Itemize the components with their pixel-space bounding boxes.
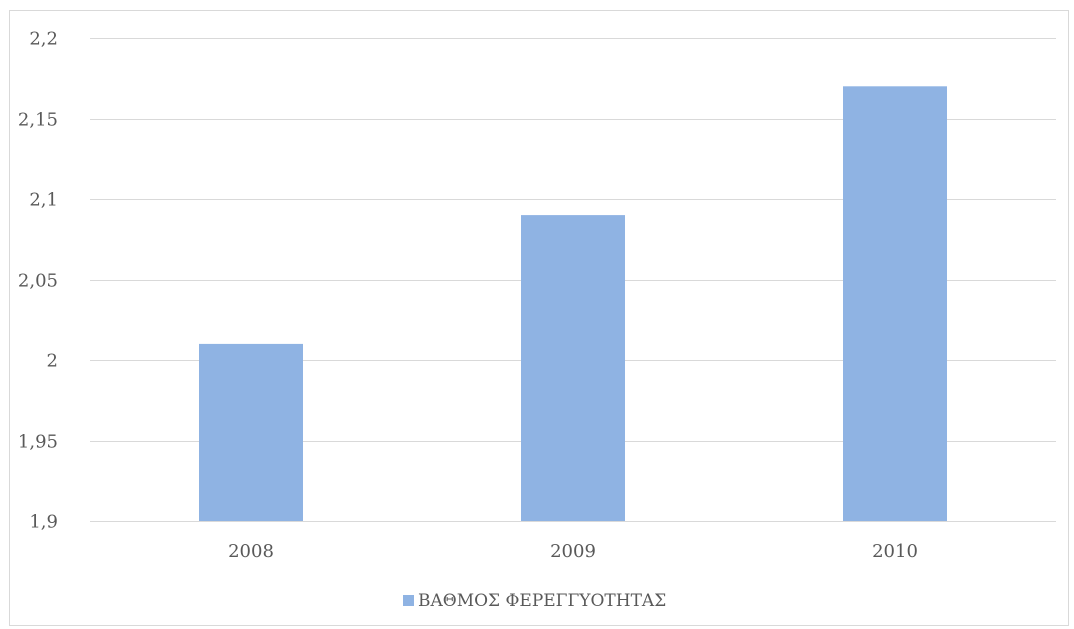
x-tick-label: 2010: [872, 541, 918, 562]
bars: [199, 86, 947, 522]
x-axis-ticks: 2008 2009 2010: [228, 541, 918, 562]
y-tick-label: 2,05: [18, 271, 58, 292]
x-tick-label: 2009: [550, 541, 596, 562]
legend: ΒΑΘΜΟΣ ΦΕΡΕΓΓΥΟΤΗΤΑΣ: [403, 591, 666, 611]
y-tick-label: 2,15: [18, 110, 58, 131]
bar-2008[interactable]: [199, 343, 303, 521]
legend-swatch: [403, 595, 414, 606]
legend-label: ΒΑΘΜΟΣ ΦΕΡΕΓΓΥΟΤΗΤΑΣ: [418, 591, 666, 611]
y-axis-ticks: 1,9 1,95 2 2,05 2,1 2,15 2,2: [18, 29, 58, 533]
bar-2009[interactable]: [521, 215, 625, 521]
y-tick-label: 2,2: [29, 29, 58, 50]
y-tick-label: 2,1: [29, 190, 58, 211]
bar-2010[interactable]: [843, 86, 947, 522]
y-tick-label: 2: [47, 351, 58, 372]
x-tick-label: 2008: [228, 541, 274, 562]
y-tick-label: 1,9: [29, 512, 58, 533]
y-tick-label: 1,95: [18, 432, 58, 453]
